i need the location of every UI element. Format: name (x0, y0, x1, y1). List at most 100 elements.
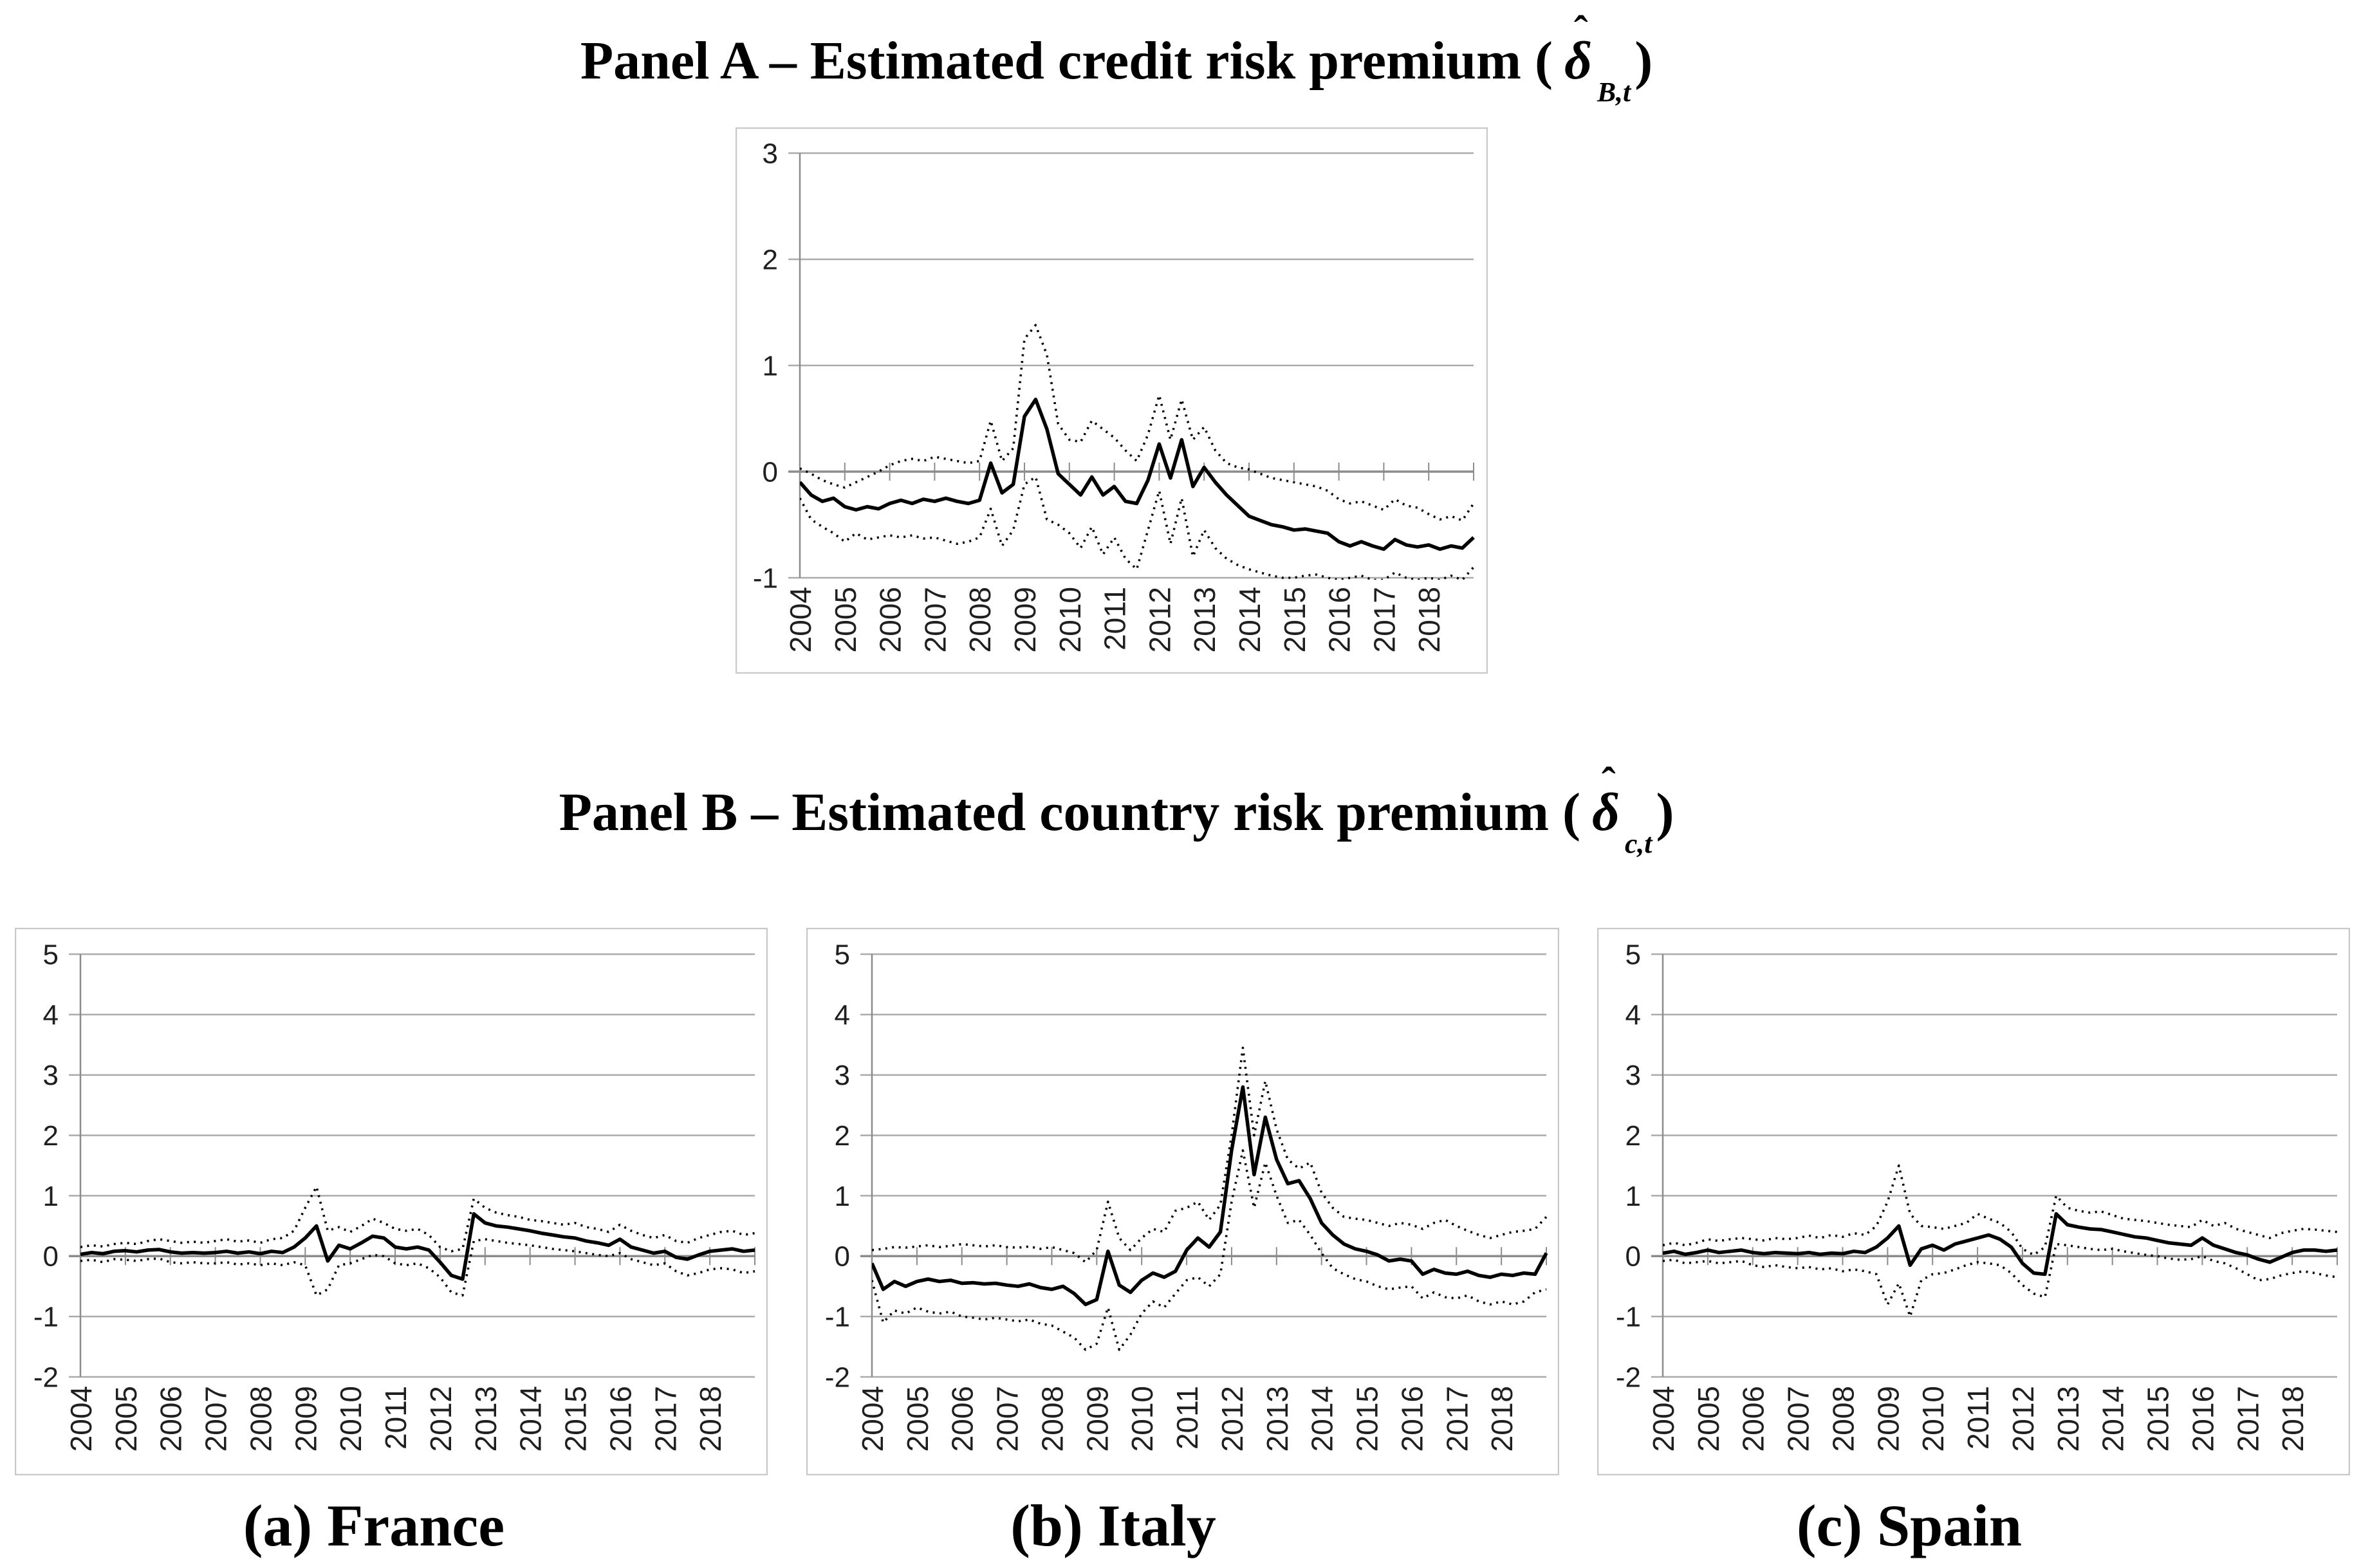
y-tick-label: 5 (43, 939, 59, 970)
y-tick-label: -2 (825, 1361, 850, 1393)
x-tick-label: 2007 (199, 1386, 233, 1452)
y-tick-label: 4 (43, 999, 59, 1031)
x-tick-label: 2008 (963, 587, 997, 652)
y-tick-label: -1 (33, 1302, 59, 1333)
x-tick-label: 2014 (1306, 1386, 1339, 1452)
italy-chart: 5 4 3 2 1 0 -1 -2 2004 2005 2006 2007 2008 2009 2010 20… (806, 927, 1560, 1476)
x-tick-label: 2018 (694, 1386, 727, 1452)
delta-glyph: δ (1564, 31, 1592, 91)
x-tick-label: 2010 (1125, 1386, 1159, 1452)
x-tick-label: 2012 (424, 1386, 458, 1452)
spain-chart: 5 4 3 2 1 0 -1 -2 2004 2005 2006 2007 2008 2009 2010 20… (1597, 927, 2351, 1476)
x-tick-label: 2018 (1412, 587, 1446, 652)
y-tick-label: 0 (1625, 1241, 1641, 1273)
subscript-ct: c,t (1625, 828, 1653, 860)
x-tick-label: 2013 (1261, 1386, 1294, 1452)
x-tick-label: 2016 (604, 1386, 637, 1452)
x-tick-label: 2008 (1826, 1386, 1860, 1452)
x-tick-label: 2011 (1171, 1386, 1204, 1450)
panel-b-title-text: Panel B – Estimated country risk premium… (559, 782, 1580, 842)
y-tick-label: 4 (835, 999, 850, 1031)
x-tick-label: 2017 (649, 1386, 682, 1452)
caption-italy: (b) Italy (1010, 1493, 1216, 1558)
y-tick-label: 3 (835, 1060, 850, 1091)
y-tick-label: 1 (43, 1181, 59, 1212)
x-tick-label: 2006 (154, 1386, 188, 1452)
x-tick-label: 2005 (829, 587, 862, 652)
x-tick-label: 2018 (2276, 1386, 2310, 1452)
x-tick-label: 2015 (559, 1386, 593, 1452)
x-tick-label: 2018 (1485, 1386, 1519, 1452)
x-tick-label: 2005 (1692, 1386, 1725, 1452)
x-tick-label: 2015 (1278, 587, 1311, 652)
panel-a-chart: 3 2 1 0 -1 2004 2005 2006 2007 2008 2009 2010 2011 20… (735, 127, 1488, 674)
chart-border (806, 927, 1560, 1476)
x-tick-label: 2009 (1080, 1386, 1114, 1452)
x-tick-label: 2015 (1351, 1386, 1384, 1452)
panel-b-title: Panel B – Estimated country risk premium… (0, 762, 2233, 860)
y-tick-label: -1 (825, 1302, 850, 1333)
x-tick-label: 2016 (1323, 587, 1356, 652)
x-tick-label: 2012 (1143, 587, 1176, 652)
y-tick-label: 4 (1625, 999, 1641, 1031)
x-tick-label: 2013 (1188, 587, 1221, 652)
x-tick-label: 2011 (379, 1386, 412, 1450)
x-tick-label: 2007 (991, 1386, 1024, 1452)
x-tick-label: 2017 (1440, 1386, 1474, 1452)
x-tick-label: 2013 (2051, 1386, 2085, 1452)
x-tick-label: 2006 (946, 1386, 979, 1452)
x-tick-label: 2004 (64, 1386, 98, 1452)
y-tick-label: -2 (1616, 1361, 1641, 1393)
y-tick-label: -1 (1616, 1302, 1641, 1333)
y-tick-label: 3 (763, 138, 778, 169)
hat-accent: ˆ (1601, 760, 1616, 807)
panel-a-title-close: ) (1634, 31, 1653, 91)
x-tick-label: 2004 (856, 1386, 889, 1452)
x-tick-label: 2011 (1961, 1386, 1995, 1450)
spain-estimate-line (1663, 1212, 2338, 1277)
delta-glyph: δ (1591, 782, 1620, 842)
chart-border (14, 927, 768, 1476)
x-tick-label: 2009 (1871, 1386, 1905, 1452)
spain-lower-confidence-band-line (1663, 1242, 2338, 1318)
panel-a-title: Panel A – Estimated credit risk premium … (0, 11, 2233, 108)
x-tick-label: 2013 (469, 1386, 503, 1452)
italy-lower-confidence-band-line (872, 1149, 1547, 1351)
y-tick-label: 0 (43, 1241, 59, 1273)
x-tick-label: 2011 (1098, 587, 1132, 650)
y-tick-label: 0 (763, 456, 778, 488)
subscript-Bt: B,t (1597, 77, 1631, 108)
x-tick-label: 2017 (2231, 1386, 2264, 1452)
x-tick-label: 2010 (334, 1386, 367, 1452)
italy-estimate-line (872, 1085, 1548, 1307)
y-tick-label: 2 (763, 244, 778, 275)
y-tick-label: 3 (43, 1060, 59, 1091)
x-tick-label: 2006 (1737, 1386, 1770, 1452)
y-tick-label: 5 (835, 939, 850, 970)
caption-france: (a) France (243, 1493, 505, 1558)
x-tick-label: 2009 (1008, 587, 1042, 652)
hat-accent: ˆ (1573, 8, 1588, 55)
x-tick-label: 2012 (1216, 1386, 1249, 1452)
y-tick-label: 2 (1625, 1120, 1641, 1152)
chart-border (1597, 927, 2351, 1476)
subscript-wrap: c,t (1625, 804, 1652, 866)
y-tick-label: -2 (33, 1361, 59, 1393)
y-tick-label: 1 (835, 1181, 850, 1212)
panel-a-title-text: Panel A – Estimated credit risk premium … (580, 31, 1553, 91)
x-tick-label: 2015 (2142, 1386, 2175, 1452)
x-tick-label: 2005 (901, 1386, 934, 1452)
x-tick-label: 2010 (1053, 587, 1087, 652)
x-tick-label: 2012 (2006, 1386, 2040, 1452)
caption-spain: (c) Spain (1796, 1493, 2023, 1558)
x-tick-label: 2008 (244, 1386, 277, 1452)
y-tick-label: -1 (753, 562, 778, 594)
x-tick-label: 2006 (874, 587, 907, 652)
x-tick-label: 2007 (1782, 1386, 1815, 1452)
